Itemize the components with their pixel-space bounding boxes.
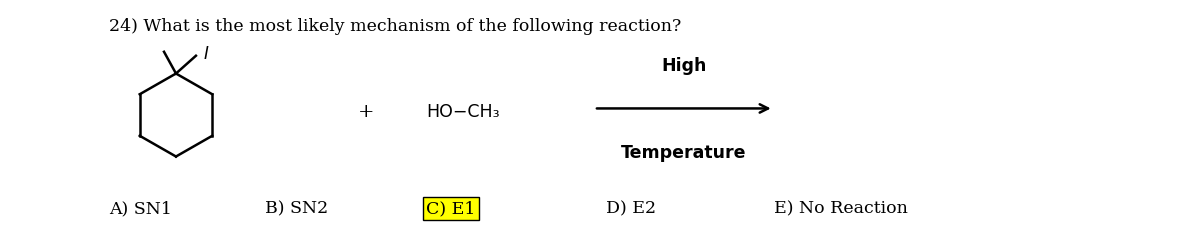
Text: I: I	[204, 45, 209, 63]
Text: E) No Reaction: E) No Reaction	[774, 200, 907, 217]
Text: 24) What is the most likely mechanism of the following reaction?: 24) What is the most likely mechanism of…	[109, 17, 682, 34]
Text: High: High	[661, 57, 707, 75]
Text: C) E1: C) E1	[426, 200, 475, 217]
Text: B) SN2: B) SN2	[265, 200, 328, 217]
Text: Temperature: Temperature	[622, 144, 746, 162]
Text: HO−CH₃: HO−CH₃	[426, 103, 500, 121]
Text: A) SN1: A) SN1	[109, 200, 172, 217]
Text: D) E2: D) E2	[606, 200, 656, 217]
Text: +: +	[359, 103, 374, 121]
